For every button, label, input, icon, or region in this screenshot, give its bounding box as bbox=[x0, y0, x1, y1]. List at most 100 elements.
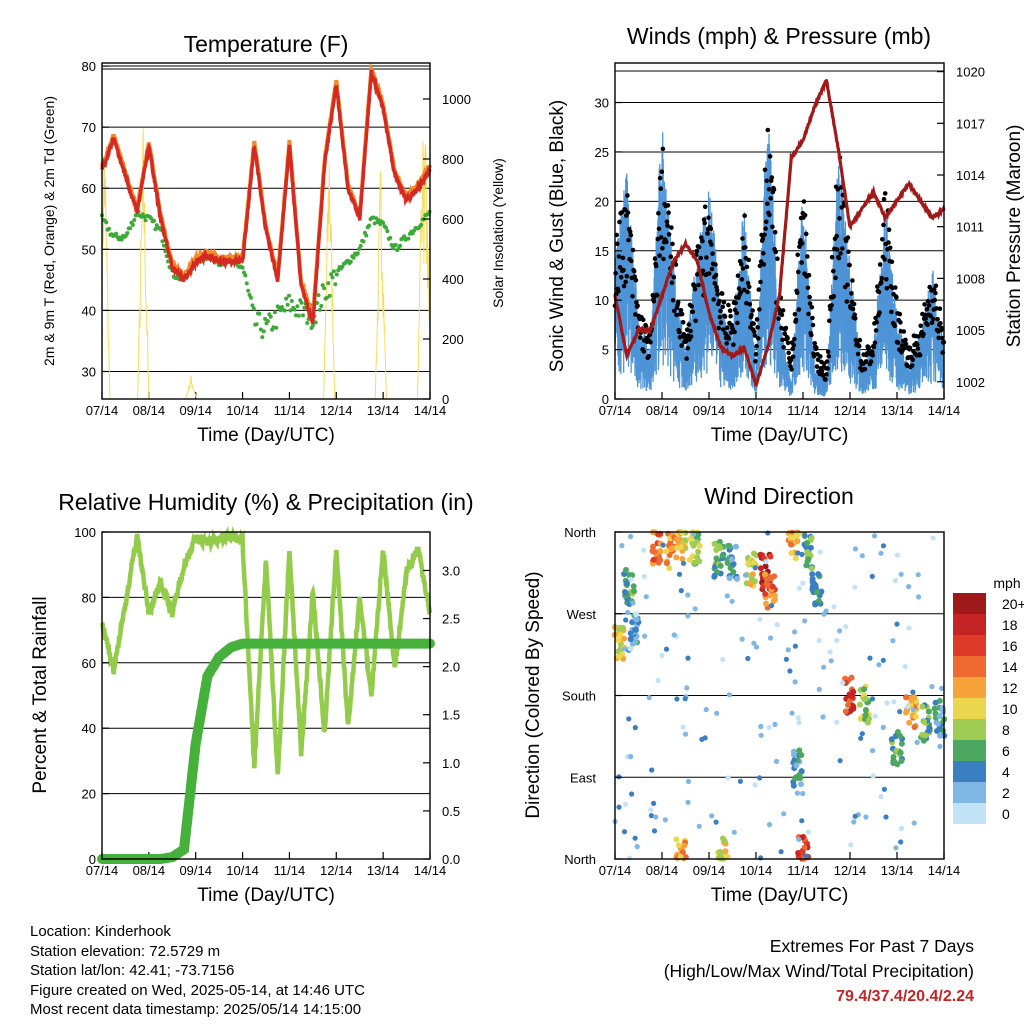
temperature-xtick-label: 14/14 bbox=[414, 403, 447, 418]
temperature-xtick-label: 12/14 bbox=[320, 403, 353, 418]
dewpoint-point bbox=[320, 283, 325, 288]
gust-point bbox=[616, 289, 621, 294]
direction-point bbox=[935, 720, 941, 727]
gust-point bbox=[623, 279, 628, 285]
temperature-xtick-label: 07/14 bbox=[86, 403, 119, 418]
gust-point bbox=[711, 297, 716, 302]
direction-point bbox=[683, 731, 689, 737]
direction-point bbox=[894, 552, 901, 558]
gust-point bbox=[675, 300, 681, 305]
direction-point bbox=[725, 542, 732, 549]
gust-point bbox=[756, 287, 762, 292]
gust-point bbox=[799, 260, 804, 265]
gust-point bbox=[847, 262, 852, 268]
direction-point bbox=[897, 749, 904, 756]
direction-point bbox=[867, 655, 873, 661]
gust-point bbox=[679, 343, 684, 348]
gust-point bbox=[736, 286, 742, 291]
direction-point bbox=[816, 686, 822, 693]
gust-point bbox=[831, 268, 836, 274]
direction-point bbox=[845, 702, 851, 708]
direction-point bbox=[758, 723, 764, 730]
direction-point bbox=[898, 825, 905, 832]
gust-point bbox=[796, 269, 801, 275]
direction-ytick-label: North bbox=[564, 525, 596, 540]
direction-point bbox=[842, 675, 849, 682]
direction-point bbox=[726, 692, 733, 698]
direction-point bbox=[859, 731, 865, 737]
dewpoint-point bbox=[295, 304, 300, 309]
direction-point bbox=[827, 649, 833, 655]
temperature-ytick-label: 60 bbox=[82, 181, 96, 196]
dewpoint-point bbox=[285, 302, 290, 307]
dewpoint-point bbox=[361, 239, 366, 244]
gust-point bbox=[938, 321, 943, 326]
gust-point bbox=[633, 277, 639, 283]
gust-point bbox=[936, 335, 941, 341]
winds-y2tick-label: 1014 bbox=[956, 168, 985, 183]
legend-swatch bbox=[953, 635, 986, 656]
gust-point bbox=[895, 340, 901, 345]
direction-point bbox=[765, 530, 771, 536]
direction-xtick-label: 13/14 bbox=[881, 863, 914, 878]
direction-point bbox=[781, 811, 787, 817]
dewpoint-point bbox=[125, 231, 130, 236]
direction-point bbox=[778, 849, 784, 855]
gust-point bbox=[807, 294, 812, 300]
gust-point bbox=[884, 276, 889, 282]
gust-point bbox=[664, 219, 670, 224]
gust-point bbox=[793, 317, 799, 323]
direction-point bbox=[795, 550, 801, 556]
gust-point bbox=[717, 298, 722, 304]
gust-point bbox=[868, 359, 874, 364]
direction-point bbox=[682, 537, 689, 544]
direction-point bbox=[619, 651, 626, 657]
humidity-ytick-label: 0 bbox=[89, 852, 96, 867]
direction-point bbox=[696, 558, 703, 565]
direction-point bbox=[626, 716, 632, 722]
direction-ytick-label: East bbox=[570, 770, 596, 785]
gust-point bbox=[866, 345, 872, 351]
direction-point bbox=[919, 731, 926, 738]
gust-point bbox=[692, 286, 698, 292]
humidity-frame bbox=[101, 531, 431, 860]
gust-point bbox=[738, 290, 744, 295]
direction-point bbox=[770, 598, 777, 605]
extremes-box: Extremes For Past 7 Days (High/Low/Max W… bbox=[664, 934, 974, 1009]
direction-point bbox=[745, 655, 751, 662]
direction-point bbox=[646, 695, 652, 701]
direction-point bbox=[724, 593, 730, 599]
gust-point bbox=[686, 322, 692, 327]
direction-point bbox=[634, 844, 640, 850]
direction-point bbox=[939, 685, 945, 691]
direction-point bbox=[626, 572, 633, 578]
gust-point bbox=[722, 314, 728, 319]
dewpoint-point bbox=[240, 265, 245, 270]
direction-point bbox=[880, 724, 886, 731]
direction-point bbox=[685, 799, 691, 805]
direction-point bbox=[699, 736, 705, 743]
dewpoint-point bbox=[316, 293, 321, 298]
gust-point bbox=[734, 310, 740, 316]
direction-point bbox=[891, 699, 897, 705]
gust-point bbox=[849, 291, 854, 296]
gust-point bbox=[710, 251, 715, 256]
gust-point bbox=[874, 319, 879, 325]
direction-xlabel: Time (Day/UTC) bbox=[711, 885, 849, 906]
direction-xtick-label: 08/14 bbox=[646, 863, 679, 878]
dewpoint-point bbox=[250, 303, 255, 308]
direction-point bbox=[915, 572, 921, 578]
direction-xtick-label: 11/14 bbox=[787, 863, 819, 878]
direction-point bbox=[878, 550, 884, 556]
gust-point bbox=[909, 363, 915, 368]
gust-point bbox=[775, 256, 780, 262]
gust-point bbox=[757, 307, 762, 312]
gust-point bbox=[762, 232, 767, 238]
gust-point bbox=[925, 298, 931, 304]
gust-point bbox=[827, 318, 832, 324]
legend-swatch bbox=[953, 593, 986, 614]
direction-point bbox=[788, 541, 794, 548]
winds-y2tick-label: 1020 bbox=[956, 65, 985, 80]
direction-point bbox=[870, 773, 876, 779]
gust-point bbox=[930, 316, 936, 322]
